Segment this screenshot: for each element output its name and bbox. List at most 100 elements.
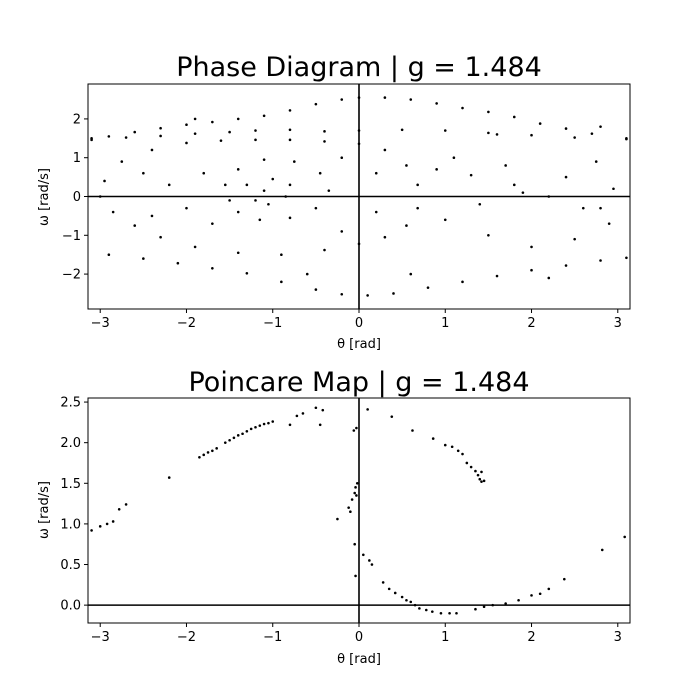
poincare-map-y-tick-label: 2.0 xyxy=(60,436,81,451)
poincare-map-y-axis-label: ω [rad/s] xyxy=(37,481,52,539)
poincare-map-point xyxy=(254,425,257,429)
phase-diagram-point xyxy=(245,183,249,187)
phase-diagram-point xyxy=(469,173,473,177)
poincare-map-y-tick-label: 1.0 xyxy=(60,517,81,532)
poincare-map-point xyxy=(354,574,357,578)
phase-diagram-x-tick-label: −1 xyxy=(263,316,282,331)
poincare-map-point xyxy=(431,437,435,440)
phase-diagram-point xyxy=(461,280,464,284)
phase-diagram-point xyxy=(245,272,249,275)
phase-diagram-y-ticks: −2 −1 0 1 2 xyxy=(62,112,88,283)
phase-diagram-point xyxy=(374,210,378,214)
phase-diagram-point xyxy=(340,230,344,233)
poincare-map-point xyxy=(301,412,305,415)
phase-diagram-point xyxy=(625,256,628,260)
poincare-map-point xyxy=(336,517,339,521)
poincare-map-point xyxy=(198,456,201,459)
poincare-map-point xyxy=(482,479,486,483)
poincare-map-x-tick-label: 1 xyxy=(441,630,449,645)
phase-diagram-point xyxy=(159,235,162,239)
phase-diagram-point xyxy=(288,216,292,220)
poincare-map-point xyxy=(504,602,507,605)
phase-diagram-point xyxy=(530,245,533,249)
poincare-map-point xyxy=(262,422,266,426)
poincare-map-point xyxy=(353,542,356,546)
phase-diagram-point xyxy=(512,115,516,119)
phase-diagram-x-tick-label: −3 xyxy=(91,316,110,331)
phase-diagram-point xyxy=(400,128,404,132)
poincare-map-y-tick-label: 2.5 xyxy=(60,396,81,411)
phase-diagram-point xyxy=(236,117,240,121)
phase-diagram-point xyxy=(314,102,318,106)
phase-diagram-point xyxy=(487,233,490,237)
phase-diagram-point xyxy=(159,134,162,138)
poincare-map-title: Poincare Map | g = 1.484 xyxy=(188,367,529,398)
poincare-map-point xyxy=(271,420,275,423)
phase-diagram-point xyxy=(461,106,464,110)
poincare-map-point xyxy=(354,486,357,489)
phase-diagram-x-ticks: −3 −2 −1 0 1 2 3 xyxy=(91,309,622,331)
poincare-map-point xyxy=(353,491,356,495)
phase-diagram-point xyxy=(133,130,137,134)
phase-diagram-point xyxy=(416,183,419,187)
phase-diagram-point xyxy=(262,114,266,118)
poincare-map-point xyxy=(600,548,604,552)
phase-diagram-point xyxy=(530,133,533,137)
poincare-map-point xyxy=(117,507,121,511)
phase-diagram-x-tick-label: 0 xyxy=(355,316,363,331)
poincare-map-panel: Poincare Map | g = 1.484 −3 −2 −1 0 1 2 3 0.00… xyxy=(37,367,631,667)
poincare-map-point xyxy=(249,427,253,431)
poincare-map-point xyxy=(474,607,477,611)
poincare-map-point xyxy=(482,605,486,609)
poincare-map-point xyxy=(223,441,227,444)
poincare-map-point xyxy=(469,465,473,469)
phase-diagram-point xyxy=(599,125,602,128)
poincare-map-point xyxy=(206,451,210,454)
phase-diagram-point xyxy=(280,253,283,256)
poincare-map-point xyxy=(478,477,482,481)
phase-diagram-point xyxy=(211,120,214,124)
phase-diagram-point xyxy=(374,171,378,175)
phase-diagram-point xyxy=(599,206,602,210)
poincare-map-point xyxy=(411,429,414,432)
phase-diagram-point xyxy=(487,131,490,135)
poincare-map-point xyxy=(530,594,533,597)
phase-diagram-point xyxy=(111,210,115,214)
phase-diagram-point xyxy=(211,266,214,270)
phase-diagram-point xyxy=(452,156,456,160)
poincare-map-point xyxy=(418,607,421,610)
phase-diagram-point xyxy=(443,218,447,222)
phase-diagram-point xyxy=(176,261,180,265)
poincare-map-point xyxy=(538,592,542,596)
phase-diagram-point xyxy=(185,206,188,210)
poincare-map-point xyxy=(476,473,480,477)
phase-diagram-point xyxy=(443,129,447,132)
phase-diagram-point xyxy=(512,183,516,187)
phase-diagram-point xyxy=(495,133,499,136)
phase-diagram-point xyxy=(435,102,438,105)
poincare-map-x-axis-label: θ [rad] xyxy=(337,652,381,667)
phase-diagram-point xyxy=(573,136,576,139)
phase-diagram-point xyxy=(521,191,525,194)
phase-diagram-point xyxy=(538,122,542,125)
poincare-map-point xyxy=(400,595,404,599)
poincare-map-point xyxy=(232,436,236,440)
phase-diagram-point xyxy=(267,202,270,206)
poincare-map-point xyxy=(443,443,447,447)
poincare-map-point xyxy=(245,430,249,433)
poincare-map-point xyxy=(456,449,460,453)
poincare-map-y-tick-label: 0.0 xyxy=(60,599,81,614)
poincare-map-point xyxy=(370,563,374,566)
phase-diagram-point xyxy=(236,251,240,255)
poincare-map-point xyxy=(258,424,262,427)
phase-diagram-point xyxy=(314,206,318,210)
poincare-map-point xyxy=(318,423,322,427)
phase-diagram-point xyxy=(142,257,145,260)
phase-diagram-y-tick-label: 1 xyxy=(73,151,81,166)
poincare-map-point xyxy=(295,414,299,418)
phase-diagram-point xyxy=(405,224,408,227)
phase-diagram-point xyxy=(193,245,197,249)
phase-diagram-point xyxy=(383,148,387,152)
